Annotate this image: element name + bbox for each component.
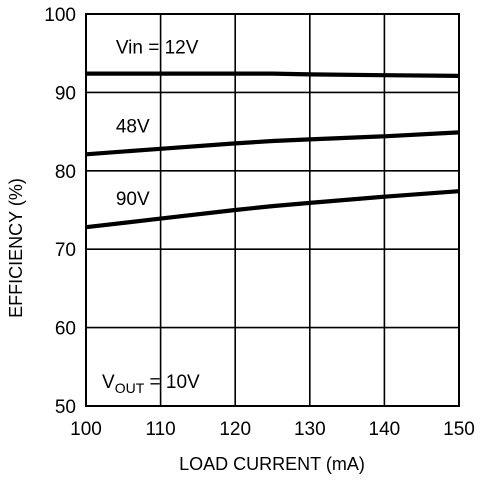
series-label-48v: 48V — [116, 116, 150, 137]
vout-subscript: OUT — [115, 380, 145, 396]
series-label-vin-12v: Vin = 12V — [116, 38, 199, 59]
x-tick-label-100: 100 — [70, 419, 102, 440]
y-tick-label-50: 50 — [55, 397, 76, 418]
series-line-90v — [85, 189, 460, 230]
x-tick-label-110: 110 — [145, 419, 175, 440]
plot-frame — [85, 13, 460, 407]
y-tick-label-90: 90 — [55, 83, 76, 104]
y-tick-label-70: 70 — [55, 240, 76, 261]
x-tick-label-140: 140 — [369, 419, 401, 440]
vout-main: V — [102, 372, 115, 393]
series-lines — [85, 71, 460, 230]
y-axis-title: EFFICIENCY (%) — [6, 178, 26, 318]
tick-labels: 100 110 120 130 140 150 50 60 70 80 90 100 — [44, 5, 475, 440]
vout-value: = 10V — [144, 372, 200, 393]
series-line-vin-12v — [86, 71, 460, 78]
y-tick-label-80: 80 — [55, 162, 76, 183]
series-line-48v — [85, 130, 460, 157]
x-tick-label-130: 130 — [294, 419, 326, 440]
series-label-90v: 90V — [116, 189, 150, 210]
x-axis-title: LOAD CURRENT (mA) — [179, 454, 365, 474]
x-tick-label-120: 120 — [219, 419, 251, 440]
vout-annotation: VOUT = 10V — [102, 372, 200, 396]
y-tick-label-60: 60 — [55, 319, 76, 340]
series-labels: Vin = 12V 48V 90V — [116, 38, 199, 211]
x-tick-label-150: 150 — [443, 419, 475, 440]
y-tick-label-100: 100 — [44, 5, 76, 26]
